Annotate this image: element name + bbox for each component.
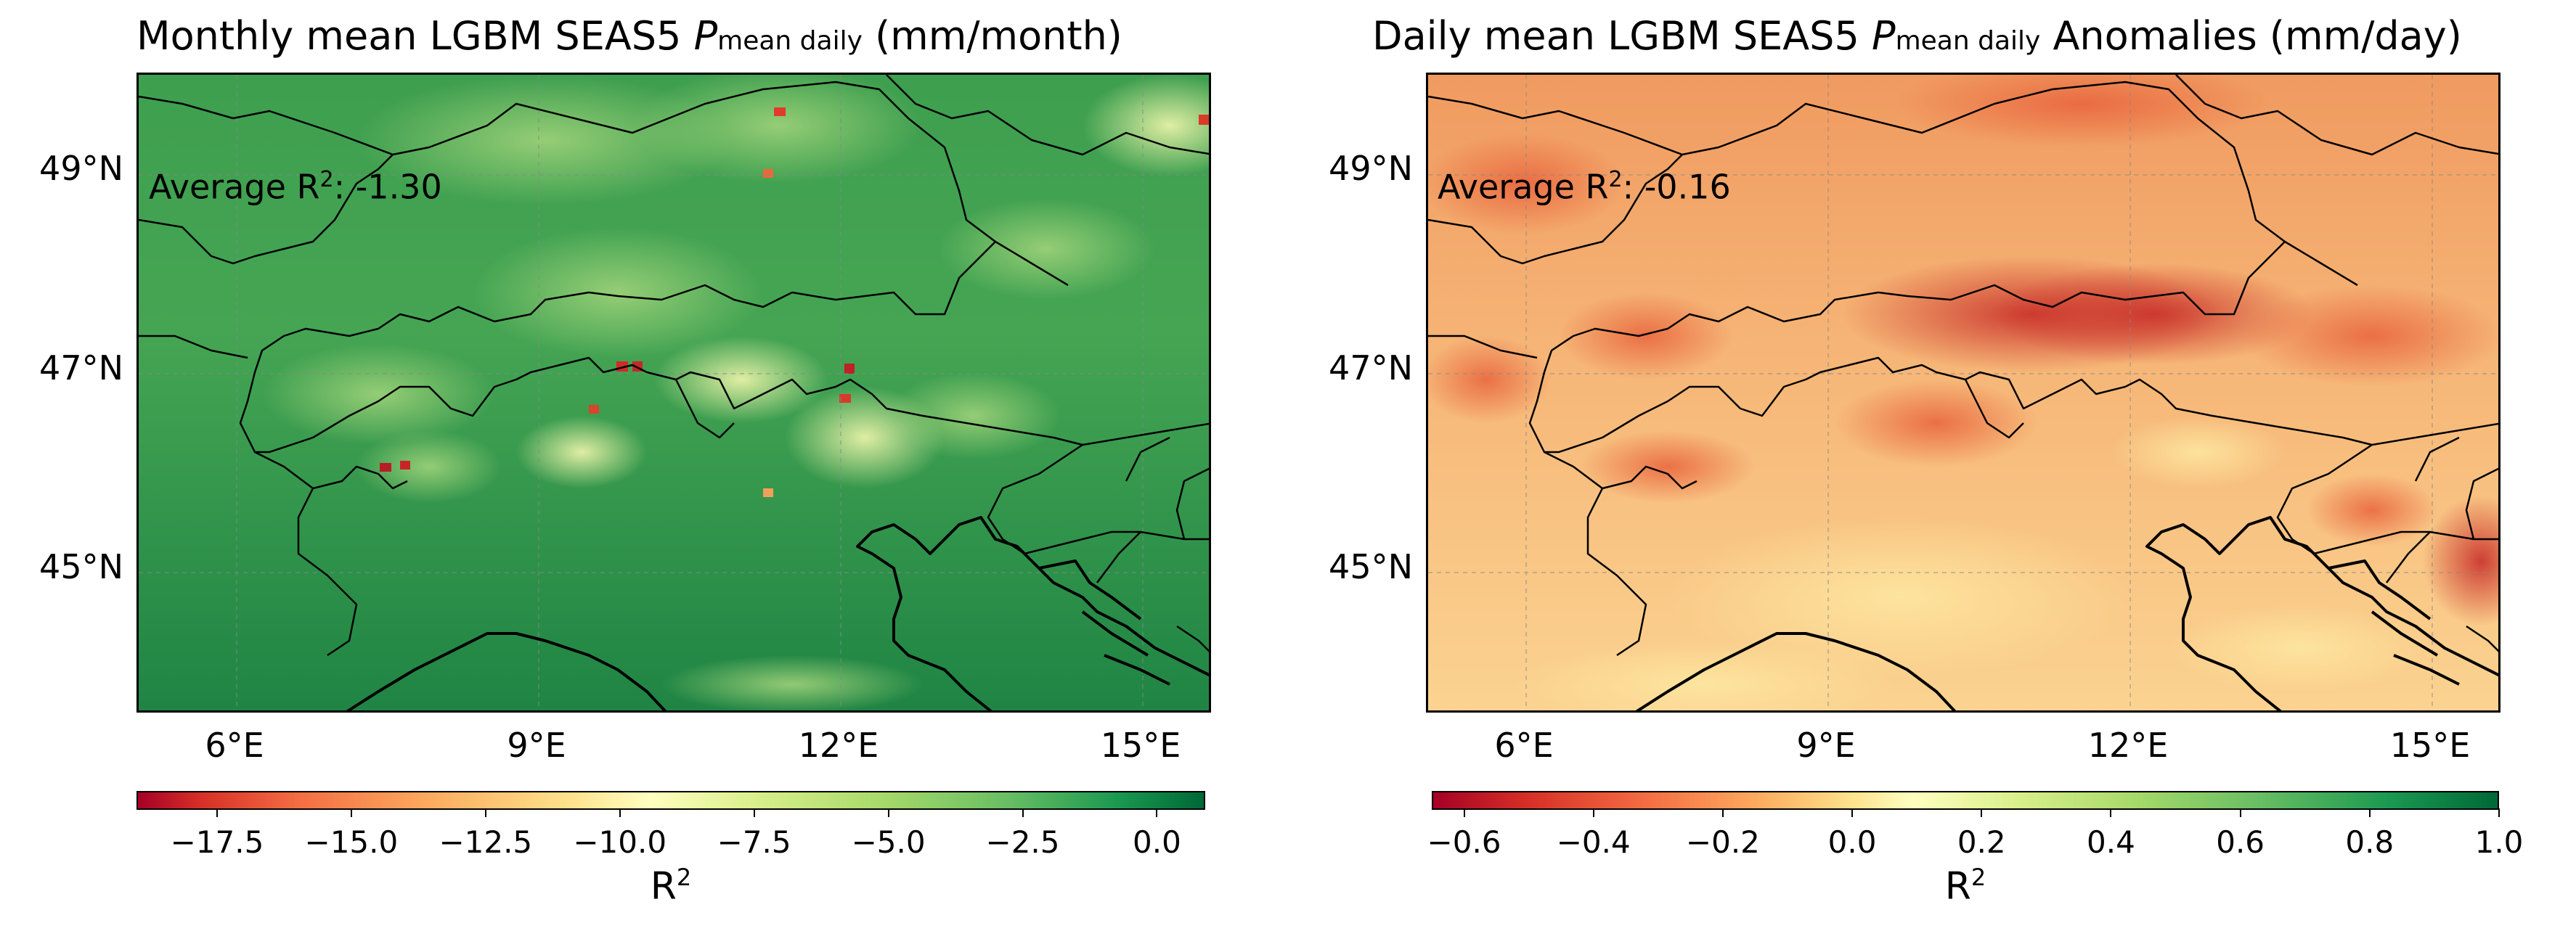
left-colorbar-tick-label: −12.5 <box>439 824 533 860</box>
right-colorbar-tick-mark <box>2110 808 2112 817</box>
left-lon-label-12: 12°E <box>798 726 879 765</box>
right-colorbar-tick-mark <box>2239 808 2241 817</box>
left-colorbar-tick-label: −17.5 <box>170 824 264 860</box>
right-map-texture <box>1428 75 2498 710</box>
left-lon-label-6: 6°E <box>205 726 264 765</box>
left-colorbar-label: R2 <box>650 864 692 909</box>
left-colorbar-tick-mark <box>350 808 352 817</box>
right-colorbar-tick-mark <box>1721 808 1724 817</box>
right-lat-label-49: 49°N <box>1329 149 1413 188</box>
left-lon-label-9: 9°E <box>507 726 566 765</box>
left-panel-title: Monthly mean LGBM SEAS5 Pmean daily (mm/… <box>136 13 1122 59</box>
left-colorbar-tick-mark <box>484 808 486 817</box>
left-colorbar-tick-mark <box>887 808 889 817</box>
right-colorbar-tick-mark <box>1851 808 1854 817</box>
left-map-coastline <box>346 516 1209 710</box>
left-colorbar-tick-label: −15.0 <box>304 824 399 860</box>
left-colorbar-tick-label: −10.0 <box>573 824 667 860</box>
right-colorbar-tick-label: −0.6 <box>1427 824 1501 860</box>
right-colorbar-tick-label: 1.0 <box>2474 824 2524 860</box>
left-lat-label-47: 47°N <box>39 348 123 388</box>
left-colorbar-tick-mark <box>619 808 621 817</box>
right-colorbar-tick-mark <box>1463 808 1465 817</box>
left-average-r2: Average R2: -1.30 <box>149 167 442 207</box>
right-map <box>1426 73 2500 713</box>
right-colorbar-tick-mark <box>1981 808 1983 817</box>
left-colorbar-tick-mark <box>1022 808 1024 817</box>
right-colorbar-tick-label: 0.2 <box>1957 824 2006 860</box>
left-colorbar-tick-label: −5.0 <box>851 824 926 860</box>
right-lat-label-47: 47°N <box>1329 348 1413 388</box>
right-colorbar-tick-label: 0.8 <box>2345 824 2394 860</box>
left-colorbar-tick-mark <box>753 808 755 817</box>
left-lat-label-45: 45°N <box>39 547 123 586</box>
right-colorbar-tick-label: 0.4 <box>2087 824 2135 860</box>
right-colorbar <box>1432 791 2499 810</box>
left-map-canvas <box>139 75 1209 710</box>
right-lon-label-9: 9°E <box>1796 726 1856 765</box>
right-lon-label-15: 15°E <box>2389 726 2471 765</box>
right-average-r2: Average R2: -0.16 <box>1438 167 1731 207</box>
right-lon-label-6: 6°E <box>1494 726 1554 765</box>
left-colorbar-tick-label: −2.5 <box>985 824 1060 860</box>
right-colorbar-tick-mark <box>2498 808 2500 817</box>
right-colorbar-label: R2 <box>1944 864 1986 909</box>
right-lon-label-12: 12°E <box>2087 726 2169 765</box>
left-lon-label-15: 15°E <box>1100 726 1181 765</box>
right-colorbar-tick-label: −0.4 <box>1556 824 1631 860</box>
right-map-canvas <box>1428 75 2498 710</box>
left-colorbar <box>136 791 1205 810</box>
right-colorbar-tick-mark <box>2368 808 2371 817</box>
left-colorbar-tick-mark <box>1156 808 1158 817</box>
right-colorbar-tick-mark <box>1592 808 1594 817</box>
left-map <box>136 73 1211 713</box>
right-colorbar-tick-label: −0.2 <box>1685 824 1760 860</box>
right-colorbar-tick-label: 0.6 <box>2216 824 2265 860</box>
right-panel-title: Daily mean LGBM SEAS5 Pmean daily Anomal… <box>1372 13 2462 59</box>
left-colorbar-tick-mark <box>216 808 218 817</box>
left-colorbar-tick-label: 0.0 <box>1133 824 1181 860</box>
right-colorbar-tick-label: 0.0 <box>1827 824 1877 860</box>
left-colorbar-tick-label: −7.5 <box>717 824 791 860</box>
right-lat-label-45: 45°N <box>1329 547 1413 586</box>
left-lat-label-49: 49°N <box>39 149 123 188</box>
right-map-coastline <box>1635 516 2498 710</box>
left-map-texture <box>262 75 1209 710</box>
left-map-gridlines <box>139 75 1209 710</box>
right-map-gridlines <box>1428 75 2498 710</box>
left-map-borders <box>139 75 1209 657</box>
